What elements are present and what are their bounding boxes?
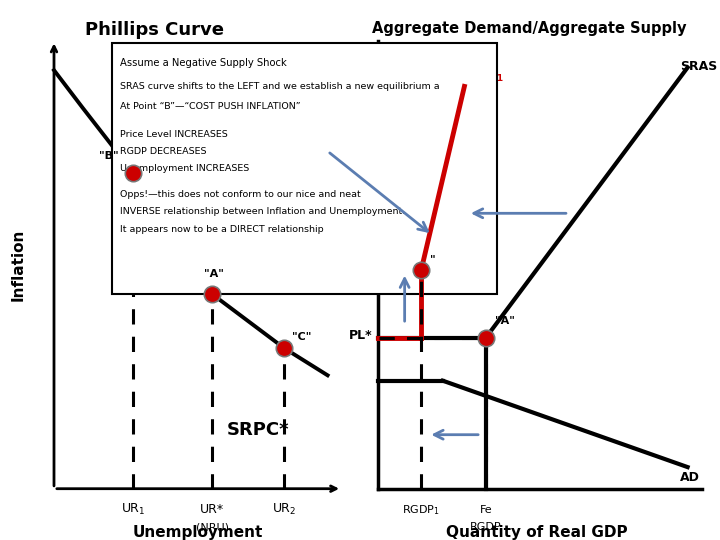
Point — [480, 333, 492, 342]
Text: Unemployment INCREASES: Unemployment INCREASES — [120, 164, 250, 173]
Text: UR$_{\mathregular{2}}$: UR$_{\mathregular{2}}$ — [272, 502, 297, 517]
Text: "A": "A" — [204, 269, 224, 279]
Text: At Point “B”—“COST PUSH INFLATION”: At Point “B”—“COST PUSH INFLATION” — [120, 102, 301, 111]
Text: INVERSE relationship between Inflation and Unemployment.: INVERSE relationship between Inflation a… — [120, 207, 405, 217]
Text: Quantity of Real GDP: Quantity of Real GDP — [446, 525, 627, 540]
Text: Inflation: Inflation — [11, 228, 25, 301]
Text: "A": "A" — [495, 316, 516, 326]
Text: SRAS$_{\mathregular{1}}$: SRAS$_{\mathregular{1}}$ — [459, 69, 504, 84]
Text: SRAS: SRAS — [680, 60, 718, 73]
Text: Price Level INCREASES: Price Level INCREASES — [120, 130, 228, 139]
Text: AD: AD — [680, 471, 701, 484]
Text: RGDP: RGDP — [470, 522, 502, 532]
Text: Unemployment: Unemployment — [132, 525, 264, 540]
Point — [127, 168, 139, 177]
Text: UR$_{\mathregular{1}}$: UR$_{\mathregular{1}}$ — [121, 502, 145, 517]
Text: Opps!—this does not conform to our nice and neat: Opps!—this does not conform to our nice … — [120, 190, 361, 199]
Text: RGDP DECREASES: RGDP DECREASES — [120, 147, 207, 156]
Text: ": " — [430, 254, 436, 264]
Point — [207, 290, 218, 299]
Text: SRAS curve shifts to the LEFT and we establish a new equilibrium a: SRAS curve shifts to the LEFT and we est… — [120, 82, 440, 91]
Text: (NRU): (NRU) — [196, 522, 229, 532]
Text: PL*: PL* — [349, 328, 373, 342]
Text: UR*: UR* — [200, 503, 225, 516]
Point — [279, 344, 290, 353]
Text: "B": "B" — [99, 151, 118, 161]
Text: RGDP$_{\mathregular{1}}$: RGDP$_{\mathregular{1}}$ — [402, 503, 440, 517]
Text: It appears now to be a DIRECT relationship: It appears now to be a DIRECT relationsh… — [120, 225, 324, 234]
Point — [415, 266, 427, 274]
Bar — [112, 43, 497, 294]
Text: Assume a Negative Supply Shock: Assume a Negative Supply Shock — [120, 58, 287, 69]
Text: Aggregate Demand/Aggregate Supply: Aggregate Demand/Aggregate Supply — [372, 21, 686, 36]
Text: "C": "C" — [292, 332, 311, 342]
Text: Fe: Fe — [480, 505, 492, 515]
Text: SRPC*: SRPC* — [227, 421, 289, 438]
Text: Phillips Curve: Phillips Curve — [85, 21, 225, 38]
